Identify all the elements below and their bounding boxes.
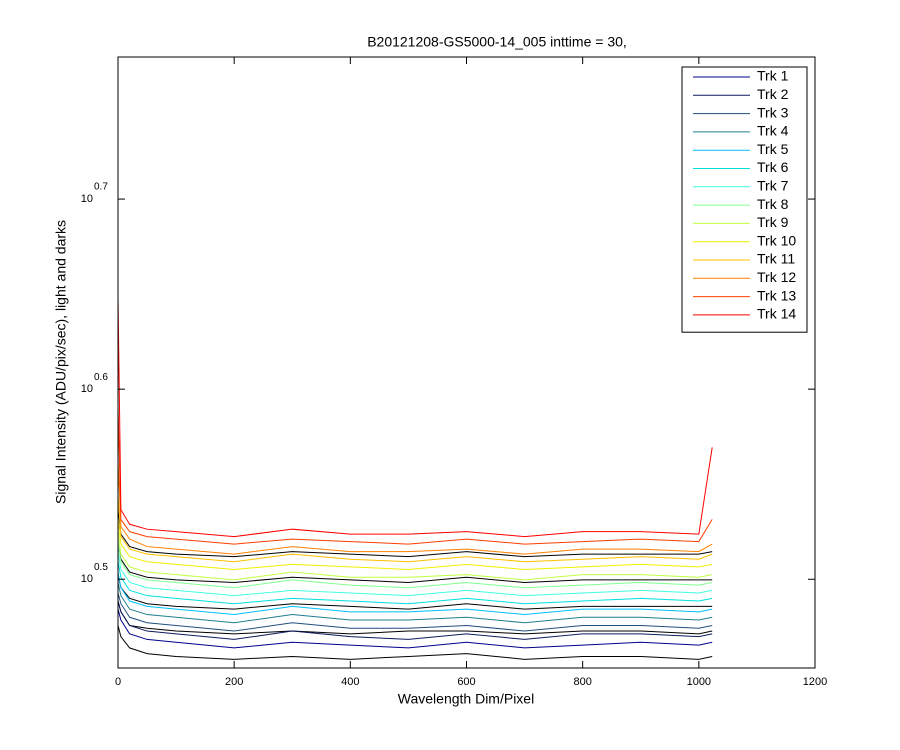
data-line [117, 495, 713, 563]
data-line [117, 625, 713, 660]
legend-label: Trk 7 [757, 178, 789, 194]
data-line [117, 608, 713, 649]
data-line [117, 600, 713, 635]
x-tick-label: 1000 [687, 676, 711, 688]
legend-label: Trk 6 [757, 159, 789, 175]
legend-box [681, 66, 808, 333]
legend-label: Trk 4 [757, 123, 789, 139]
legend-label: Trk 14 [757, 306, 796, 322]
legend-label: Trk 12 [757, 269, 796, 285]
data-line [117, 551, 713, 597]
data-line [117, 582, 713, 624]
y-tick-exponent: 0.6 [94, 372, 108, 383]
legend-label: Trk 9 [757, 214, 789, 230]
x-tick-label: 0 [115, 676, 121, 688]
y-tick-label: 10 [81, 193, 93, 205]
legend-label: Trk 13 [757, 287, 796, 303]
data-line [117, 507, 713, 558]
y-tick-label: 10 [81, 573, 93, 585]
data-line [117, 541, 713, 589]
legend-label: Trk 2 [757, 86, 789, 102]
data-line [117, 406, 713, 545]
y-tick-exponent: 0.5 [94, 562, 108, 573]
data-line [117, 561, 713, 605]
legend-label: Trk 8 [757, 196, 789, 212]
data-line [117, 297, 713, 538]
x-tick-label: 400 [341, 676, 359, 688]
legend-label: Trk 3 [757, 104, 789, 120]
y-tick-exponent: 0.7 [94, 182, 108, 193]
y-axis-label: Signal Intensity (ADU/pix/sec), light an… [53, 220, 69, 504]
x-axis-label: Wavelength Dim/Pixel [398, 691, 534, 707]
data-line [117, 460, 713, 555]
x-tick-label: 1200 [803, 676, 827, 688]
x-tick-label: 600 [457, 676, 475, 688]
data-line [117, 543, 713, 583]
data-line [117, 519, 713, 570]
legend-label: Trk 10 [757, 232, 796, 248]
chart-title: B20121208-GS5000-14_005 inttime = 30, [367, 34, 627, 50]
data-line [117, 531, 713, 581]
y-tick-label: 10 [81, 383, 93, 395]
data-line [117, 571, 713, 616]
x-tick-label: 200 [225, 676, 243, 688]
data-line [117, 574, 713, 610]
data-line [117, 592, 713, 632]
data-line [117, 600, 713, 640]
x-tick-label: 800 [573, 676, 591, 688]
legend-label: Trk 5 [757, 141, 789, 157]
legend-label: Trk 1 [757, 68, 789, 84]
legend-label: Trk 11 [757, 251, 795, 267]
